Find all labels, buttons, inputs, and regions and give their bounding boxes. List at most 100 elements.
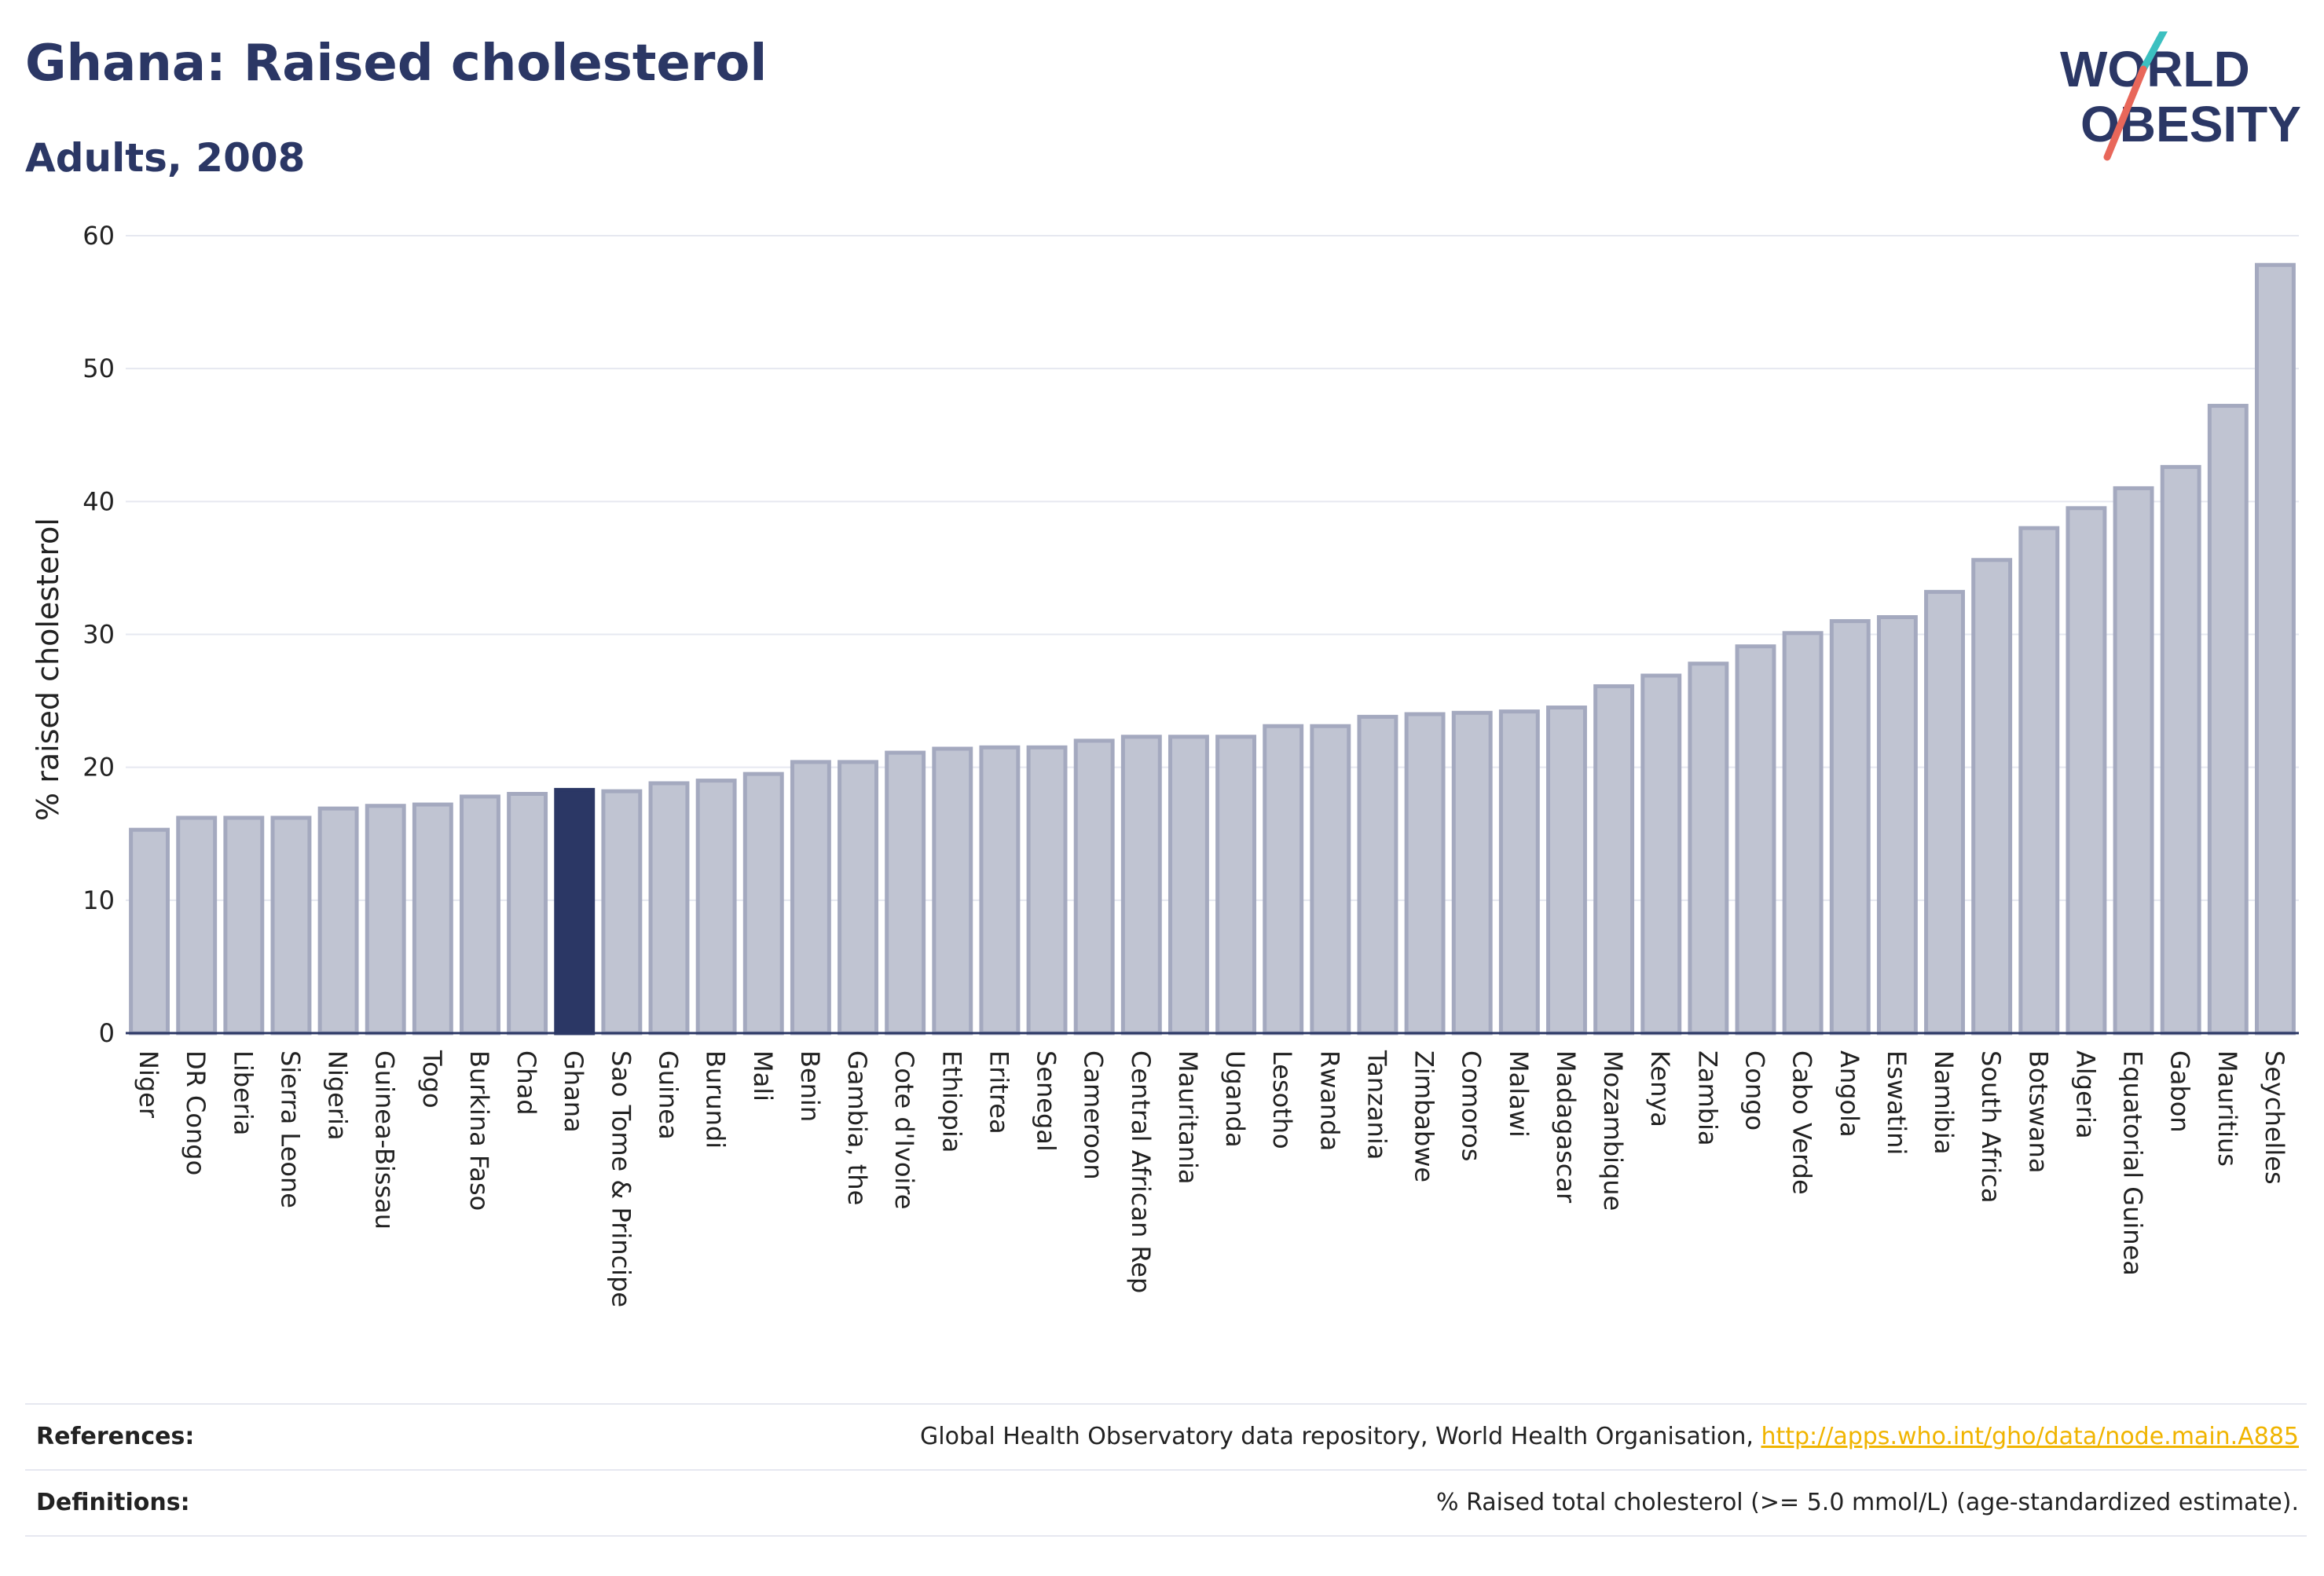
footer-divider-top	[25, 1403, 2307, 1405]
bar-lesotho	[1263, 724, 1304, 1035]
y-tick-label: 10	[82, 885, 115, 915]
x-tick-label: Senegal	[1032, 1050, 1061, 1152]
bar-rwanda	[1310, 724, 1351, 1035]
x-tick-label: Congo	[1740, 1050, 1770, 1131]
y-axis-label: % raised cholesterol	[31, 518, 65, 821]
x-tick-label: Rwanda	[1314, 1050, 1344, 1151]
bar-mauritius	[2207, 404, 2249, 1035]
logo-slash-bottom	[2103, 65, 2147, 161]
x-tick-label: Uganda	[1220, 1050, 1250, 1148]
x-tick-label: Botswana	[2023, 1050, 2053, 1173]
x-tick-label: Mauritania	[1173, 1050, 1203, 1184]
bar-liberia	[223, 815, 265, 1035]
bar-ethiopia	[932, 746, 973, 1035]
bar-angola	[1829, 619, 1871, 1035]
x-tick-label: Nigeria	[323, 1050, 353, 1140]
references-value: Global Health Observatory data repositor…	[920, 1423, 2307, 1450]
x-tick-label: Kenya	[1645, 1050, 1675, 1127]
bar-gambia-the	[838, 760, 878, 1035]
references-label: References:	[36, 1422, 195, 1450]
bar-uganda	[1215, 735, 1257, 1035]
references-text: Global Health Observatory data repositor…	[920, 1422, 1761, 1450]
page-subtitle: Adults, 2008	[25, 135, 306, 181]
definitions-value: % Raised total cholesterol (>= 5.0 mmol/…	[1436, 1488, 2299, 1516]
bar-namibia	[1924, 589, 1965, 1035]
x-tick-label: Burundi	[701, 1050, 731, 1149]
definitions-label: Definitions:	[36, 1488, 190, 1516]
bar-mali	[742, 772, 784, 1035]
bar-ghana	[554, 787, 596, 1035]
footer-divider-bottom	[25, 1535, 2307, 1537]
x-tick-label: Mozambique	[1598, 1050, 1628, 1211]
bar-sao-tome-principe	[601, 789, 643, 1035]
x-tick-label: Lesotho	[1267, 1050, 1297, 1149]
bar-central-african-rep	[1120, 735, 1162, 1035]
x-tick-label: Mali	[748, 1050, 778, 1101]
x-tick-label: Ghana	[559, 1050, 588, 1133]
x-tick-label: Eritrea	[984, 1050, 1014, 1134]
y-tick-label: 0	[99, 1018, 115, 1048]
bar-mauritania	[1167, 735, 1209, 1035]
bar-cote-d-ivoire	[885, 750, 926, 1035]
x-tick-label: Togo	[417, 1050, 447, 1109]
x-tick-label: Niger	[134, 1050, 163, 1119]
y-tick-label: 50	[82, 354, 115, 383]
bar-kenya	[1640, 673, 1682, 1035]
footer-divider-middle	[25, 1469, 2307, 1471]
x-tick-label: Seychelles	[2260, 1050, 2289, 1185]
x-tick-label: Benin	[795, 1050, 825, 1122]
x-tick-label: Eswatini	[1882, 1050, 1912, 1155]
x-tick-label: DR Congo	[181, 1050, 211, 1175]
bar-guinea-bissau	[365, 804, 406, 1035]
bar-eswatini	[1876, 615, 1918, 1035]
bar-cabo-verde	[1782, 631, 1824, 1035]
bar-nigeria	[317, 806, 359, 1035]
logo-slash-top	[2139, 31, 2168, 73]
bar-sierra-leone	[270, 815, 312, 1035]
x-tick-label: Angola	[1835, 1050, 1864, 1138]
x-tick-label: Algeria	[2070, 1050, 2100, 1138]
bar-mozambique	[1593, 684, 1635, 1035]
y-axis-ticks: 0 10 20 30 40 50 60	[82, 221, 115, 1048]
page-title: Ghana: Raised cholesterol	[25, 35, 768, 93]
definitions-row: Definitions: % Raised total cholesterol …	[25, 1471, 2307, 1534]
bar-algeria	[2066, 506, 2107, 1035]
y-tick-label: 40	[82, 486, 115, 516]
x-tick-label: Ethiopia	[937, 1050, 966, 1153]
bar-malawi	[1498, 709, 1540, 1035]
bar-congo	[1735, 644, 1776, 1035]
x-tick-label: Cote d'Ivoire	[889, 1050, 919, 1209]
x-tick-label: Sierra Leone	[275, 1050, 305, 1208]
bar-burundi	[695, 779, 737, 1035]
x-axis-ticks: Niger DR Congo Liberia Sierra Leone Nigeria G…	[134, 1050, 2289, 1307]
x-tick-label: Cameroon	[1079, 1050, 1109, 1180]
footer: References: Global Health Observatory da…	[25, 1403, 2307, 1537]
bar-chad	[507, 792, 548, 1035]
x-tick-label: Namibia	[1929, 1050, 1959, 1154]
x-tick-label: Mauritius	[2212, 1050, 2242, 1167]
x-tick-label: South Africa	[1976, 1050, 2006, 1203]
bar-madagascar	[1546, 706, 1587, 1035]
bar-eritrea	[979, 745, 1021, 1035]
bar-guinea	[648, 781, 690, 1035]
x-tick-label: Zimbabwe	[1409, 1050, 1439, 1182]
x-tick-label: Guinea-Bissau	[370, 1050, 400, 1230]
bar-chart: 0 10 20 30 40 50 60 Niger DR Congo Liberia Sierra…	[31, 221, 2299, 1307]
bar-botswana	[2018, 526, 2060, 1035]
references-link[interactable]: http://apps.who.int/gho/data/node.main.A…	[1761, 1422, 2299, 1450]
bar-cameroon	[1073, 739, 1115, 1035]
x-tick-label: Gambia, the	[842, 1050, 872, 1205]
x-tick-label: Guinea	[654, 1050, 684, 1140]
bar-tanzania	[1357, 714, 1398, 1035]
y-tick-label: 60	[82, 221, 115, 251]
x-tick-label: Malawi	[1504, 1050, 1534, 1138]
bar-burkina-faso	[460, 794, 500, 1035]
bar-gabon	[2160, 464, 2201, 1035]
x-tick-label: Burkina Faso	[464, 1050, 494, 1211]
x-tick-label: Cabo Verde	[1787, 1050, 1817, 1195]
bar-togo	[412, 802, 453, 1035]
bar-niger	[129, 827, 170, 1035]
y-tick-label: 20	[82, 753, 115, 783]
bar-zimbabwe	[1404, 712, 1446, 1035]
x-tick-label: Sao Tome & Principe	[606, 1050, 636, 1307]
